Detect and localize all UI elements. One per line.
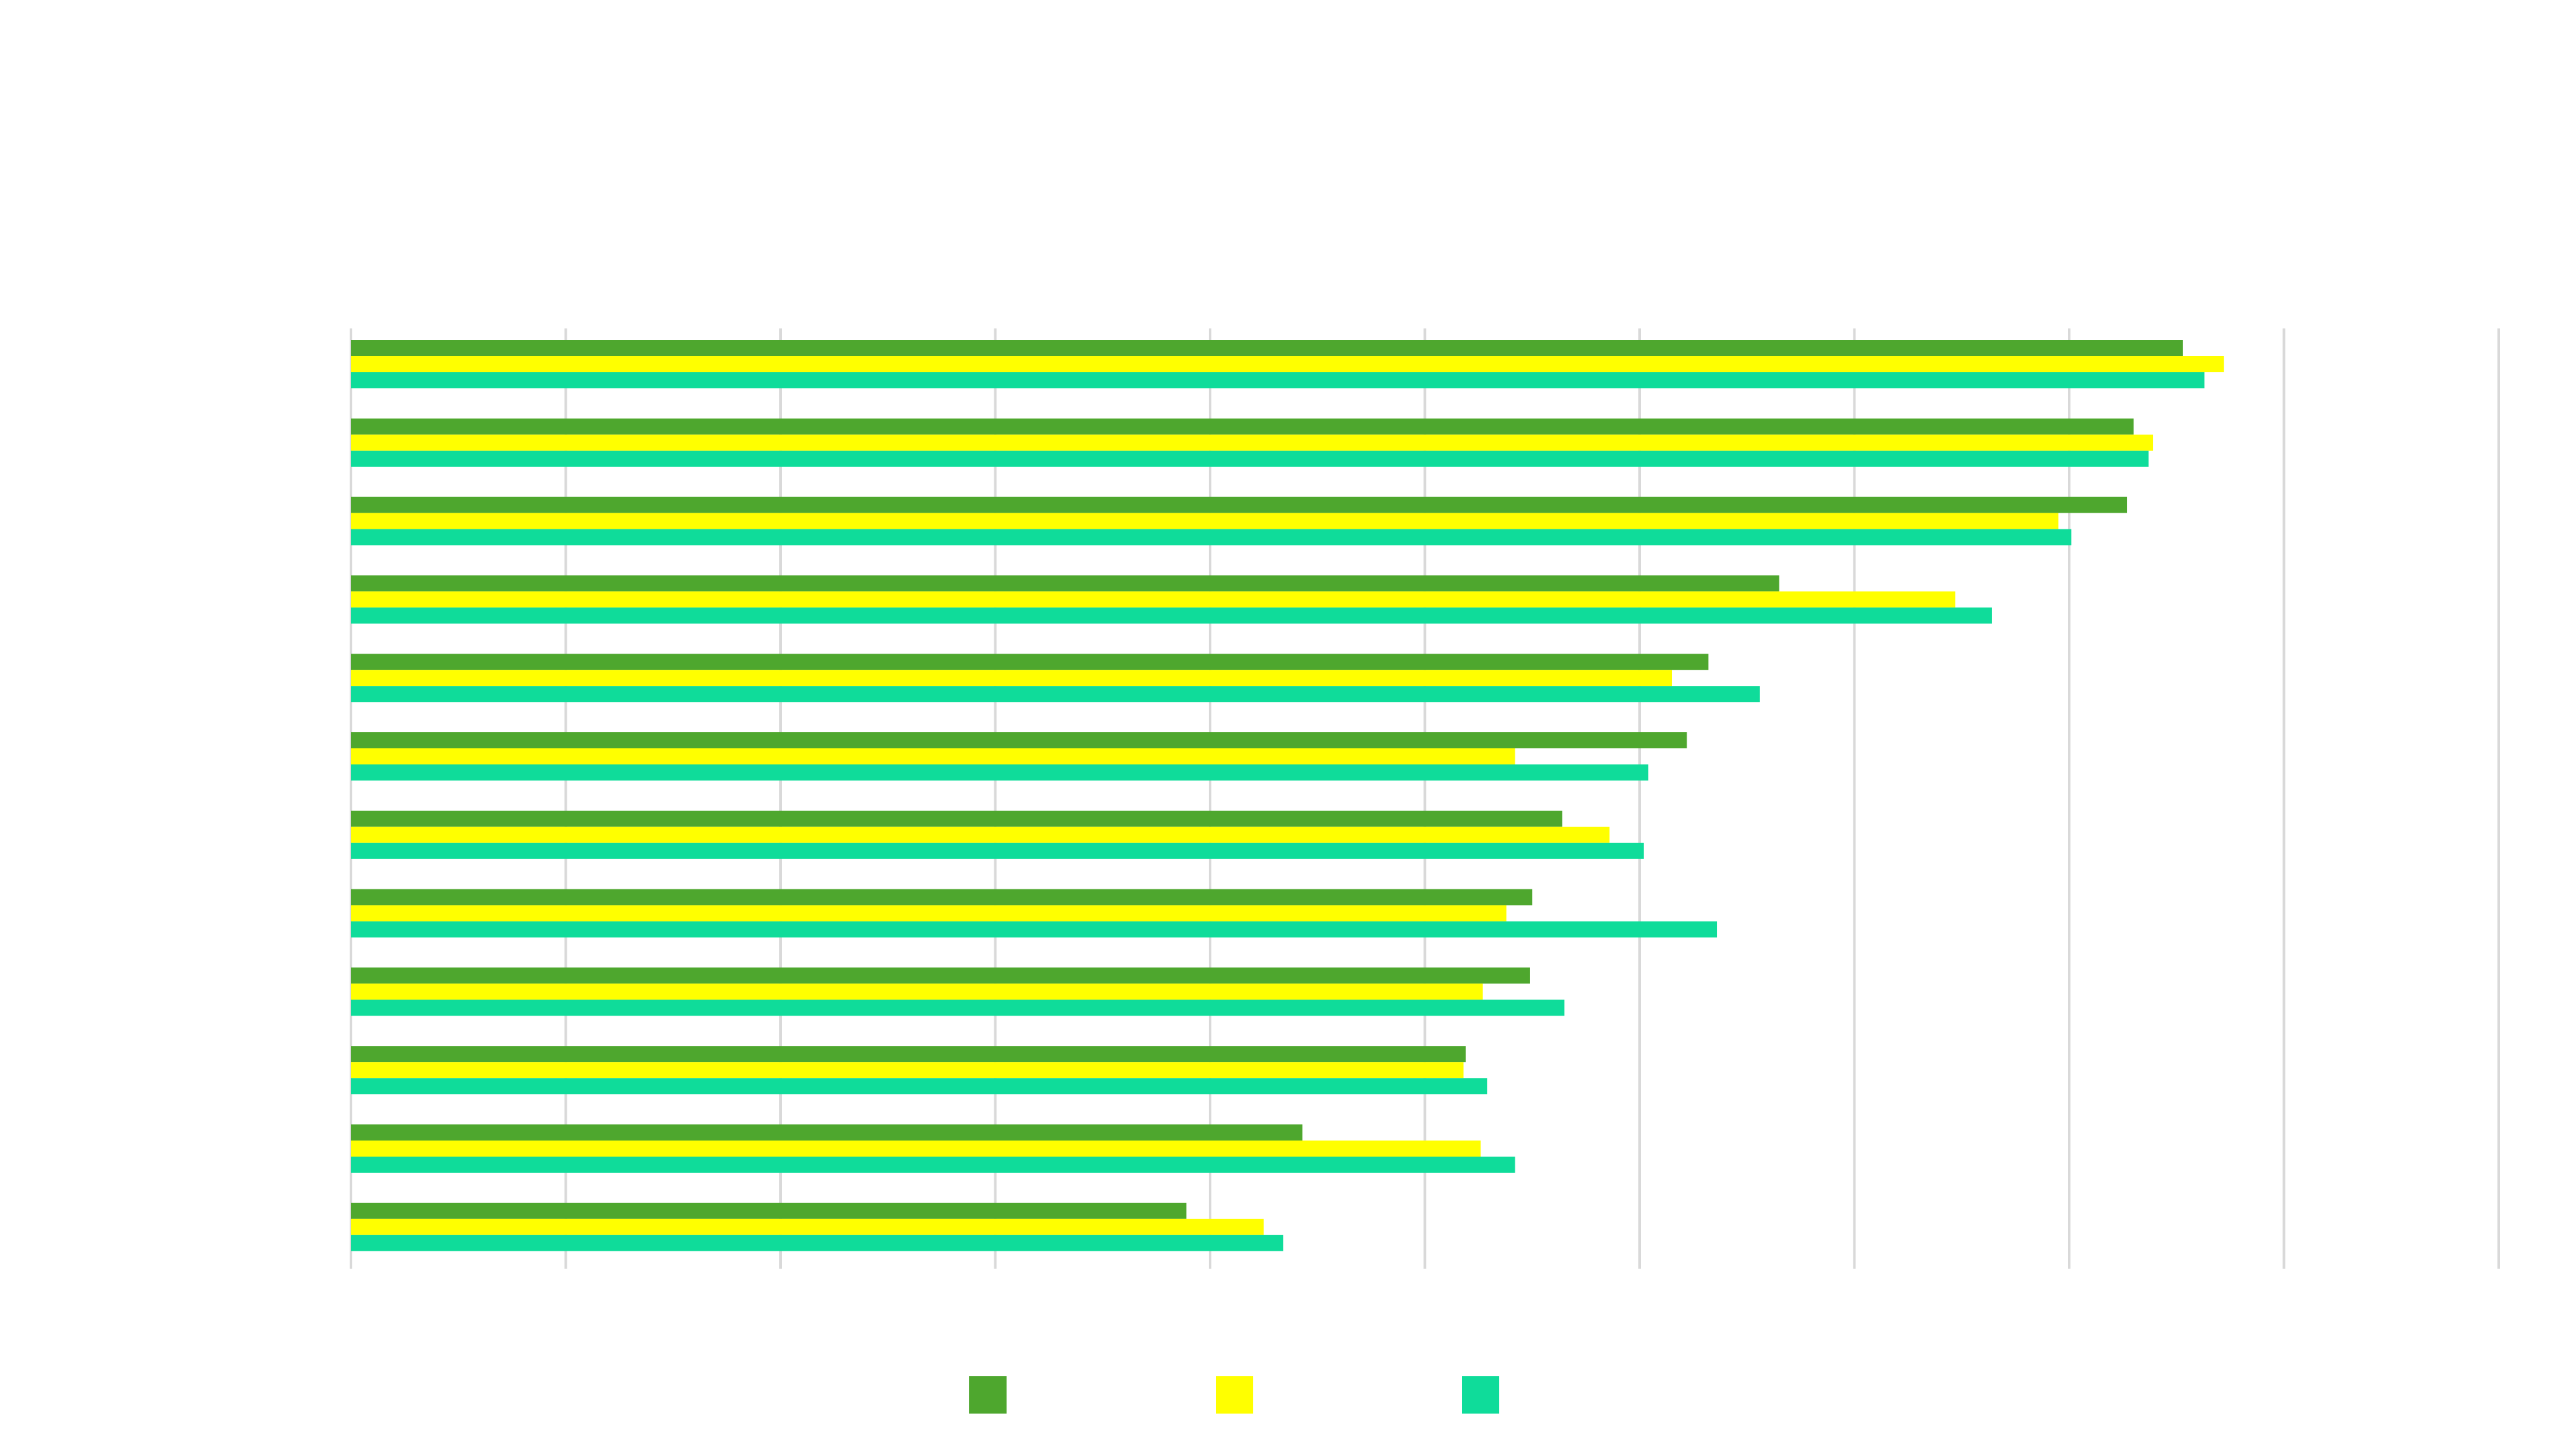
bar-s3-c11 bbox=[351, 1157, 1515, 1173]
bar-s2-c7 bbox=[351, 826, 1610, 843]
bar-s3-c1 bbox=[351, 372, 2205, 388]
bar-s3-c8 bbox=[351, 921, 1718, 938]
bar-s1-c8 bbox=[351, 889, 1533, 905]
bar-s2-c5 bbox=[351, 670, 1672, 687]
legend-swatch-1 bbox=[969, 1376, 1007, 1414]
bar-s3-c3 bbox=[351, 529, 2072, 545]
bar-s1-c6 bbox=[351, 732, 1687, 748]
bar-s1-c4 bbox=[351, 575, 1779, 592]
bar-s1-c3 bbox=[351, 497, 2128, 513]
bar-s2-c4 bbox=[351, 591, 1956, 608]
bar-s1-c7 bbox=[351, 810, 1562, 827]
bar-s3-c12 bbox=[351, 1235, 1283, 1251]
bar-s1-c1 bbox=[351, 340, 2183, 356]
bar-s2-c2 bbox=[351, 434, 2154, 451]
bar-s3-c2 bbox=[351, 450, 2149, 467]
bar-s3-c5 bbox=[351, 686, 1760, 703]
bar-s2-c6 bbox=[351, 748, 1515, 764]
bars bbox=[351, 340, 2224, 1251]
bar-s2-c11 bbox=[351, 1141, 1481, 1157]
bar-s2-c9 bbox=[351, 983, 1483, 1000]
bar-s1-c5 bbox=[351, 654, 1709, 670]
bar-s1-c2 bbox=[351, 418, 2134, 435]
bar-s1-c10 bbox=[351, 1046, 1466, 1063]
bar-s2-c8 bbox=[351, 905, 1507, 922]
bar-s2-c12 bbox=[351, 1218, 1264, 1235]
bar-s3-c10 bbox=[351, 1078, 1488, 1095]
legend-swatch-2 bbox=[1216, 1376, 1253, 1414]
bar-s2-c3 bbox=[351, 513, 2059, 529]
bar-s3-c9 bbox=[351, 999, 1565, 1016]
bar-s1-c11 bbox=[351, 1124, 1303, 1141]
bar-s3-c4 bbox=[351, 607, 1992, 624]
legend bbox=[969, 1376, 1499, 1414]
bar-s1-c9 bbox=[351, 967, 1530, 984]
legend-swatch-3 bbox=[1462, 1376, 1499, 1414]
bar-s3-c7 bbox=[351, 842, 1644, 859]
bar-s2-c1 bbox=[351, 356, 2224, 372]
bar-s2-c10 bbox=[351, 1062, 1464, 1079]
gridlines bbox=[350, 328, 2500, 1269]
bar-s1-c12 bbox=[351, 1202, 1187, 1219]
bar-s3-c6 bbox=[351, 764, 1649, 781]
